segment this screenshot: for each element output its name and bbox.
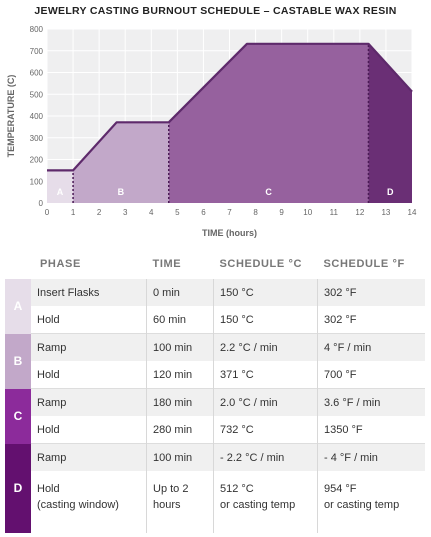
cell-time: 60 min	[146, 306, 214, 334]
cell-phase: Hold (casting window)	[31, 471, 147, 533]
x-tick-label: 8	[253, 208, 258, 217]
cell-schedule-f: 3.6 °F / min	[317, 388, 425, 416]
x-tick-label: 14	[408, 208, 417, 217]
table-row: Hold 280 min 732 °C 1350 °F	[5, 416, 425, 444]
cell-line: hours	[153, 499, 181, 511]
x-tick-label: 2	[97, 208, 102, 217]
table-row: B Ramp 100 min 2.2 °C / min 4 °F / min	[5, 333, 425, 389]
y-tick-label: 500	[30, 90, 44, 99]
header-phase: PHASE	[5, 249, 147, 279]
cell-line: 512 °C	[220, 483, 254, 495]
x-tick-label: 11	[330, 208, 339, 217]
cell-line: (casting window)	[37, 499, 119, 511]
cell-phase: Insert Flasks	[31, 279, 147, 306]
cell-time: 120 min	[146, 361, 214, 389]
temperature-profile-line	[47, 42, 413, 172]
cell-line: Up to 2	[153, 483, 189, 495]
table-header-row: PHASE TIME SCHEDULE °C SCHEDULE °F	[5, 249, 425, 279]
x-tick-label: 10	[303, 208, 312, 217]
cell-schedule-f: 302 °F	[317, 279, 425, 306]
x-tick-label: 5	[175, 208, 180, 217]
y-tick-label: 800	[30, 25, 44, 34]
x-tick-label: 0	[45, 208, 50, 217]
table-row: Hold 60 min 150 °C 302 °F	[5, 306, 425, 334]
region-c-label: C	[265, 187, 272, 197]
cell-schedule-c: 732 °C	[213, 416, 318, 444]
x-tick-label: 13	[381, 208, 390, 217]
cell-line: 954 °F	[324, 483, 357, 495]
cell-schedule-c: 512 °C or casting temp	[213, 471, 318, 533]
cell-time: 100 min	[146, 333, 214, 361]
y-tick-label: 300	[30, 134, 44, 143]
table-row: D Ramp 100 min - 2.2 °C / min - 4 °F / min	[5, 443, 425, 533]
cell-line: or casting temp	[220, 499, 296, 511]
phase-a-badge: A	[5, 279, 31, 334]
region-d-label: D	[387, 187, 394, 197]
x-tick-label: 12	[355, 208, 364, 217]
y-tick-label: 600	[30, 69, 44, 78]
cell-time: 100 min	[146, 443, 214, 471]
cell-line: or casting temp	[324, 499, 400, 511]
phase-b-badge: B	[5, 333, 31, 389]
cell-schedule-f: 302 °F	[317, 306, 425, 334]
cell-time: 280 min	[146, 416, 214, 444]
x-tick-label: 6	[201, 208, 206, 217]
x-tick-label: 7	[227, 208, 232, 217]
phase-c-badge: C	[5, 388, 31, 444]
cell-line: Hold	[37, 483, 60, 495]
table-row: A Insert Flasks 0 min 150 °C 302 °F	[5, 279, 425, 334]
x-tick-label: 3	[123, 208, 128, 217]
cell-schedule-c: - 2.2 °C / min	[213, 443, 318, 471]
cell-schedule-c: 150 °C	[213, 306, 318, 334]
region-a-label: A	[57, 187, 64, 197]
table-row: Hold 120 min 371 °C 700 °F	[5, 361, 425, 389]
x-tick-label: 1	[71, 208, 76, 217]
cell-phase: Ramp	[31, 388, 147, 416]
region-d-area	[368, 43, 412, 203]
y-tick-label: 0	[39, 199, 44, 208]
x-tick-label: 9	[279, 208, 284, 217]
cell-time: 180 min	[146, 388, 214, 416]
cell-phase: Hold	[31, 361, 147, 389]
header-schedule-c: SCHEDULE °C	[213, 249, 318, 279]
cell-schedule-c: 2.0 °C / min	[213, 388, 318, 416]
y-tick-label: 700	[30, 47, 44, 56]
cell-phase: Ramp	[31, 333, 147, 361]
x-axis-label: TIME (hours)	[202, 228, 257, 238]
cell-time: Up to 2 hours	[146, 471, 214, 533]
region-b-label: B	[118, 187, 125, 197]
table-row: Hold (casting window) Up to 2 hours 512 °C or…	[5, 471, 425, 533]
cell-schedule-c: 150 °C	[213, 279, 318, 306]
y-axis-label: TEMPERATURE (C)	[6, 75, 16, 158]
x-tick-label: 4	[149, 208, 154, 217]
chart-title: JEWELRY CASTING BURNOUT SCHEDULE – CASTA…	[34, 5, 397, 17]
phase-d-badge: D	[5, 443, 31, 533]
cell-phase: Hold	[31, 306, 147, 334]
cell-schedule-c: 371 °C	[213, 361, 318, 389]
cell-schedule-f: 700 °F	[317, 361, 425, 389]
cell-schedule-c: 2.2 °C / min	[213, 333, 318, 361]
region-c-area	[168, 43, 369, 203]
schedule-table: PHASE TIME SCHEDULE °C SCHEDULE °F A Inse…	[5, 249, 425, 533]
y-tick-label: 100	[30, 177, 44, 186]
table-row: C Ramp 180 min 2.0 °C / min 3.6 °F / min	[5, 388, 425, 444]
cell-schedule-f: 1350 °F	[317, 416, 425, 444]
y-tick-label: 200	[30, 156, 44, 165]
cell-phase: Ramp	[31, 443, 147, 471]
y-tick-label: 400	[30, 112, 44, 121]
cell-schedule-f: 4 °F / min	[317, 333, 425, 361]
header-schedule-f: SCHEDULE °F	[317, 249, 425, 279]
region-a-area	[47, 170, 74, 203]
cell-phase: Hold	[31, 416, 147, 444]
cell-schedule-f: - 4 °F / min	[317, 443, 425, 471]
header-time: TIME	[146, 249, 214, 279]
region-b-area	[73, 122, 169, 203]
cell-schedule-f: 954 °F or casting temp	[317, 471, 425, 533]
cell-time: 0 min	[146, 279, 214, 306]
